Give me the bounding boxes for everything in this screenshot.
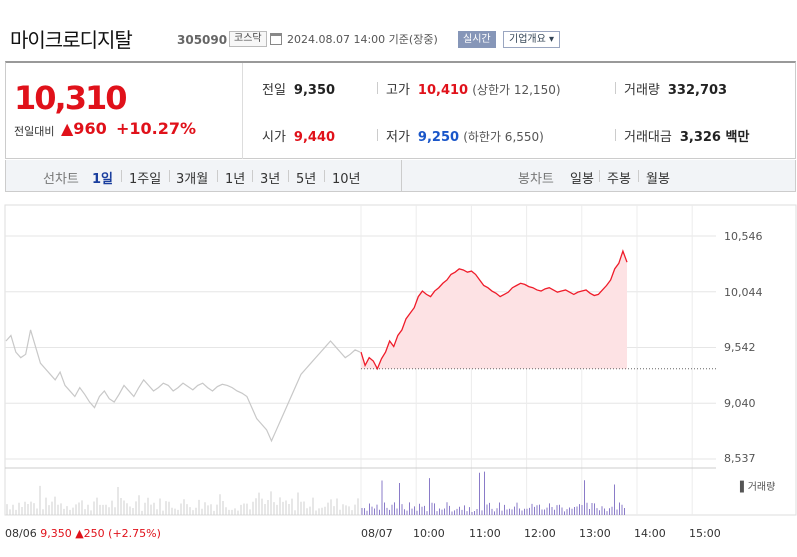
stock-name: 마이크로디지탈 (10, 28, 133, 52)
volume-legend: ▌거래량 (740, 482, 776, 493)
candle-tabs: 봉차트 일봉 주봉 월봉 (401, 160, 797, 192)
current-price: 10,310 (14, 79, 127, 117)
stock-header: 마이크로디지탈 305090 코스닥 2024.08.07 14:00 기준(장… (0, 0, 797, 58)
y-tick: 8,537 (724, 452, 756, 465)
tab-monthly[interactable]: 월봉 (646, 172, 670, 187)
line-chart-label: 선차트 (43, 172, 79, 187)
market-badge: 코스닥 (229, 31, 267, 47)
tab-5y[interactable]: 5년 (296, 172, 317, 187)
x-tick: 14:00 (634, 527, 666, 540)
x-tick: 11:00 (469, 527, 501, 540)
y-tick: 10,044 (724, 286, 763, 299)
prev-close: 전일 9,350 (262, 83, 336, 98)
trading-value: 거래대금 3,326 백만 (624, 130, 750, 145)
x-tick: 08/07 (361, 527, 393, 540)
chart-frame (4, 204, 797, 516)
tab-1d[interactable]: 1일 (92, 172, 114, 187)
tab-10y[interactable]: 10년 (332, 172, 361, 187)
tab-3m[interactable]: 3개월 (176, 172, 209, 187)
low-price: 저가 9,250 (하한가 6,550) (386, 130, 544, 145)
tab-1w[interactable]: 1주일 (129, 172, 162, 187)
change-percent: +10.27% (116, 119, 197, 138)
today-area (361, 251, 627, 369)
company-overview-button[interactable]: 기업개요 ▾ (503, 31, 560, 48)
prev-day-line (5, 329, 361, 443)
x-tick: 12:00 (524, 527, 556, 540)
prev-day-info: 08/06 9,350 ▲250 (+2.75%) (5, 527, 161, 540)
as-of-date: 2024.08.07 14:00 기준(장중) (287, 33, 438, 46)
y-tick: 9,542 (724, 341, 756, 354)
open-price: 시가 9,440 (262, 130, 336, 145)
stock-code: 305090 (177, 33, 228, 47)
calendar-icon (270, 33, 282, 45)
tab-3y[interactable]: 3년 (260, 172, 281, 187)
price-box: 10,310 전일대비 ▲960 +10.27% (6, 63, 243, 159)
tab-daily[interactable]: 일봉 (570, 172, 594, 187)
realtime-button[interactable]: 실시간 (458, 31, 496, 48)
candle-chart-label: 봉차트 (518, 172, 554, 187)
quote-summary: 10,310 전일대비 ▲960 +10.27% 전일 9,350 고가 10,41… (5, 61, 796, 159)
change-value: ▲960 (61, 119, 107, 138)
today-line (360, 249, 628, 371)
x-tick: 13:00 (579, 527, 611, 540)
tab-1y[interactable]: 1년 (225, 172, 246, 187)
volume: 거래량 332,703 (624, 83, 728, 98)
chart-tabs: 선차트 1일 1주일 3개월 1년 3년 5년 10년 봉차트 일봉 주봉 월봉 (5, 160, 796, 192)
x-tick: 10:00 (413, 527, 445, 540)
tab-weekly[interactable]: 주봉 (607, 172, 631, 187)
y-tick: 10,546 (724, 230, 763, 243)
change-label: 전일대비 (14, 125, 55, 138)
high-price: 고가 10,410 (상한가 12,150) (386, 83, 561, 98)
x-tick: 15:00 (689, 527, 721, 540)
y-tick: 9,040 (724, 397, 756, 410)
